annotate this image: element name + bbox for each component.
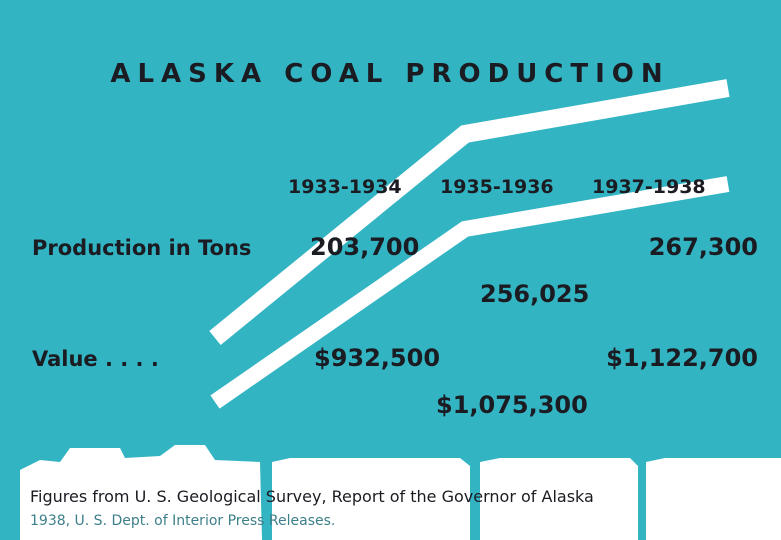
row-label: Production in Tons (32, 236, 251, 260)
title: ALASKA COAL PRODUCTION (110, 59, 669, 89)
period-label: 1935-1936 (440, 176, 554, 198)
cell-value: 267,300 (649, 233, 758, 261)
cell-value: $932,500 (314, 344, 440, 372)
infographic: ALASKA COAL PRODUCTION 1933-1934 1935-19… (0, 0, 781, 540)
period-label: 1937-1938 (592, 176, 706, 198)
cell-value: 256,025 (480, 280, 589, 308)
cell-value: $1,075,300 (436, 391, 588, 419)
period-label: 1933-1934 (288, 176, 402, 198)
footnote: Figures from U. S. Geological Survey, Re… (30, 487, 594, 506)
cell-value: $1,122,700 (606, 344, 758, 372)
footnote: 1938, U. S. Dept. of Interior Press Rele… (30, 513, 335, 529)
row-label: Value . . . . (32, 347, 159, 371)
cell-value: 203,700 (310, 233, 419, 261)
